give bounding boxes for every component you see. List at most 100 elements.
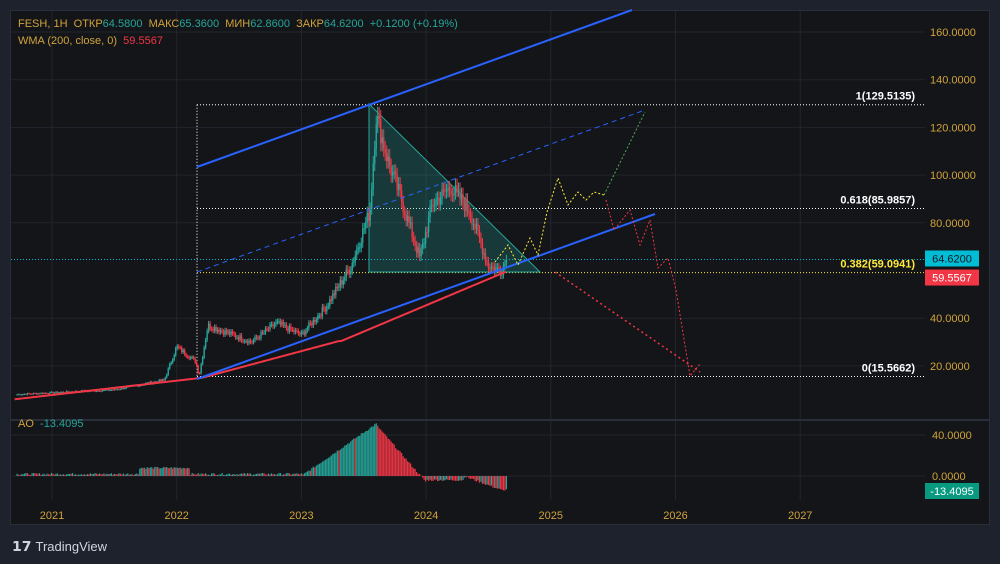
candle	[505, 259, 508, 264]
ao-bar	[348, 443, 350, 476]
time-label: 2023	[289, 510, 313, 522]
candle	[160, 379, 162, 381]
ao-bar	[234, 474, 237, 476]
ao-bar	[450, 476, 452, 480]
candle	[215, 327, 217, 332]
ao-bar	[306, 471, 308, 476]
symbol[interactable]: FESH, 1H	[18, 18, 68, 30]
ao-bar	[303, 473, 305, 476]
ao-bar	[493, 476, 496, 489]
candle	[273, 324, 276, 327]
candle	[459, 189, 461, 200]
candle	[456, 185, 458, 191]
candle	[104, 389, 107, 391]
ao-bar	[309, 470, 311, 476]
candle	[435, 199, 437, 205]
ao-bar	[390, 441, 392, 476]
candle	[201, 357, 204, 365]
candle	[22, 394, 24, 396]
ao-bar	[472, 476, 475, 479]
ao-bar	[392, 443, 394, 476]
ao-bar	[257, 473, 259, 476]
ao-bar	[124, 474, 126, 476]
ao-bar	[158, 468, 160, 476]
ao-bar	[270, 473, 273, 476]
candle	[397, 183, 400, 190]
brand-label: TradingView	[35, 539, 108, 554]
ao-bar	[460, 476, 463, 481]
candle	[438, 197, 440, 205]
candle	[450, 190, 452, 195]
ao-bar	[85, 474, 87, 476]
candle	[288, 325, 291, 332]
price-label: 40.0000	[930, 313, 970, 325]
ao-bar	[398, 450, 400, 476]
ao-bar	[282, 474, 285, 476]
ao-bar	[107, 474, 109, 476]
ao-bar	[49, 474, 51, 476]
candle	[378, 115, 380, 119]
ao-bar	[457, 476, 460, 481]
candle	[299, 333, 301, 335]
ao-bar	[122, 473, 124, 476]
candle	[26, 393, 29, 395]
ao-bar	[217, 474, 219, 476]
candle	[375, 124, 377, 149]
candle	[269, 324, 271, 330]
ao-bar	[404, 458, 406, 476]
wma-legend[interactable]: WMA (200, close, 0) 59.5567	[18, 35, 163, 47]
ao-bar	[243, 473, 246, 476]
ao-bar	[251, 474, 253, 476]
ao-bar	[423, 476, 425, 480]
ao-bar	[139, 468, 141, 476]
tradingview-logo[interactable]: 𝟭𝟳 TradingView	[12, 538, 107, 555]
candle	[278, 321, 280, 323]
ao-bar	[193, 473, 195, 476]
ao-legend[interactable]: AO -13.4095	[18, 418, 83, 430]
ao-bar	[151, 467, 153, 476]
ao-bar	[333, 453, 335, 476]
candle	[261, 332, 264, 334]
candle	[212, 329, 214, 331]
ao-bar	[37, 473, 39, 476]
candle	[230, 331, 232, 335]
candle	[167, 368, 169, 375]
ao-bar	[411, 466, 413, 476]
ao-bar	[311, 468, 313, 476]
candle	[465, 199, 467, 212]
wma-line	[14, 270, 507, 401]
candle	[100, 391, 102, 393]
price-label: 140.0000	[930, 75, 976, 87]
ao-bar	[65, 474, 68, 476]
ao-bar	[167, 467, 169, 476]
candle	[101, 390, 104, 392]
candle	[119, 389, 122, 391]
ao-bar	[453, 476, 455, 481]
ao-bar	[245, 474, 247, 476]
candle	[166, 374, 168, 378]
ao-bar	[351, 439, 353, 476]
candle	[430, 205, 433, 207]
ao-bar	[131, 474, 133, 476]
ao-bar	[347, 443, 349, 476]
candle	[275, 321, 277, 325]
ao-bar	[67, 473, 69, 476]
candle	[297, 330, 300, 334]
candle	[441, 189, 443, 199]
close-label: ЗАКР	[296, 18, 324, 30]
ao-bar	[341, 448, 343, 476]
ao-bar	[487, 476, 490, 485]
candle	[448, 187, 451, 191]
ao-bar	[233, 474, 235, 476]
ao-bar	[353, 438, 355, 476]
ao-bar	[52, 473, 54, 476]
candle	[221, 330, 223, 332]
ao-bar	[161, 468, 163, 476]
candle	[46, 393, 48, 395]
candle	[321, 307, 324, 317]
candle	[481, 243, 484, 255]
ao-bar	[410, 463, 412, 476]
candle	[23, 394, 26, 396]
candle	[356, 249, 358, 256]
